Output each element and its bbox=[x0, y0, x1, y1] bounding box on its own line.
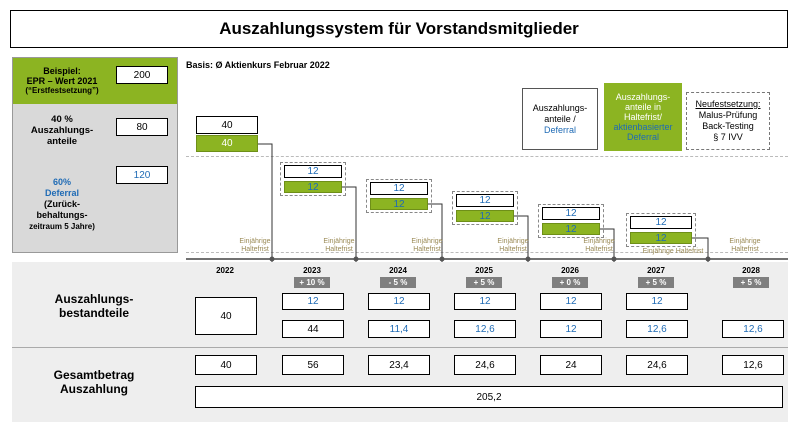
year-label: 2028 bbox=[742, 266, 760, 275]
upper-green: 12 bbox=[456, 210, 514, 222]
change-badge: - 5 % bbox=[380, 277, 416, 288]
reset-frame bbox=[538, 204, 604, 238]
component-2022: 40 bbox=[195, 297, 257, 335]
separator-line bbox=[186, 156, 788, 157]
total-value: 40 bbox=[195, 355, 257, 375]
payout-share-label: 40 % Auszahlungs- anteile bbox=[30, 113, 94, 147]
legend-holding-box: Auszahlungs- anteile in Haltefrist/ akti… bbox=[604, 83, 682, 151]
total-value: 23,4 bbox=[368, 355, 430, 375]
component-deferral: 12 bbox=[626, 293, 688, 310]
upper-green: 12 bbox=[542, 223, 600, 235]
year-label: 2025 bbox=[475, 266, 493, 275]
example-label: Beispiel: EPR – Wert 2021 (“Erstfestsetz… bbox=[25, 66, 99, 95]
legend-reset-box: Neufestsetzung: Malus-Prüfung Back-Testi… bbox=[686, 92, 770, 150]
holding-period-label: Einjährige Haltefrist bbox=[411, 238, 443, 253]
row-divider bbox=[12, 347, 788, 348]
separator-line bbox=[186, 252, 788, 253]
component-payout: 12,6 bbox=[626, 320, 688, 338]
change-badge: + 5 % bbox=[638, 277, 674, 288]
change-badge: + 5 % bbox=[466, 277, 502, 288]
component-payout: 44 bbox=[282, 320, 344, 338]
reset-frame bbox=[280, 162, 346, 196]
change-badge: + 10 % bbox=[294, 277, 330, 288]
title-bar: Auszahlungssystem für Vorstandsmitgliede… bbox=[10, 10, 788, 48]
components-label: Auszahlungs- bestandteile bbox=[54, 292, 134, 320]
upper-white: 12 bbox=[284, 165, 342, 178]
total-value: 24,6 bbox=[454, 355, 516, 375]
upper-white: 12 bbox=[456, 194, 514, 207]
upper-green: 12 bbox=[284, 181, 342, 193]
upper-white: 12 bbox=[542, 207, 600, 220]
total-value: 56 bbox=[282, 355, 344, 375]
component-payout: 11,4 bbox=[368, 320, 430, 338]
basis-note: Basis: Ø Aktienkurs Februar 2022 bbox=[186, 60, 330, 70]
total-value: 12,6 bbox=[722, 355, 784, 375]
component-deferral: 12 bbox=[454, 293, 516, 310]
upper-white: 12 bbox=[370, 182, 428, 195]
year-label: 2024 bbox=[389, 266, 407, 275]
component-payout: 12,6 bbox=[722, 320, 784, 338]
payout-share-value: 80 bbox=[116, 118, 168, 136]
change-badge: + 5 % bbox=[733, 277, 769, 288]
holding-period-label: Einjährige Haltefrist bbox=[239, 238, 271, 253]
reset-frame bbox=[452, 191, 518, 225]
upper-green: 12 bbox=[630, 232, 692, 244]
holding-period-label: Einjährige Haltefrist bbox=[497, 238, 529, 253]
example-value: 200 bbox=[116, 66, 168, 84]
deferral-label: 60% Deferral (Zurück- behaltungs- zeitra… bbox=[29, 176, 95, 231]
change-badge: + 0 % bbox=[552, 277, 588, 288]
component-deferral: 12 bbox=[368, 293, 430, 310]
component-deferral: 12 bbox=[282, 293, 344, 310]
total-label: Gesamtbetrag Auszahlung bbox=[53, 368, 135, 396]
year-label: 2022 bbox=[216, 266, 234, 275]
reset-frame bbox=[366, 179, 432, 213]
year-label: 2027 bbox=[647, 266, 665, 275]
total-value: 24,6 bbox=[626, 355, 688, 375]
upper-green: 12 bbox=[370, 198, 428, 210]
upper-green-2022: 40 bbox=[196, 135, 258, 152]
year-label: 2023 bbox=[303, 266, 321, 275]
component-deferral: 12 bbox=[540, 293, 602, 310]
year-label: 2026 bbox=[561, 266, 579, 275]
grand-total: 205,2 bbox=[195, 386, 783, 408]
component-payout: 12 bbox=[540, 320, 602, 338]
upper-white-2022: 40 bbox=[196, 116, 258, 134]
deferral-value: 120 bbox=[116, 166, 168, 184]
legend-deferral-box: Auszahlungs- anteile / Deferral bbox=[522, 88, 598, 150]
page-title: Auszahlungssystem für Vorstandsmitgliede… bbox=[219, 19, 579, 38]
holding-period-label: Einjährige Haltefrist bbox=[583, 238, 615, 253]
holding-period-label: Einjährige Haltefrist bbox=[642, 248, 704, 255]
reset-frame bbox=[626, 213, 696, 247]
holding-period-label: Einjährige Haltefrist bbox=[729, 238, 761, 253]
holding-period-label: Einjährige Haltefrist bbox=[323, 238, 355, 253]
upper-white: 12 bbox=[630, 216, 692, 229]
component-payout: 12,6 bbox=[454, 320, 516, 338]
total-value: 24 bbox=[540, 355, 602, 375]
